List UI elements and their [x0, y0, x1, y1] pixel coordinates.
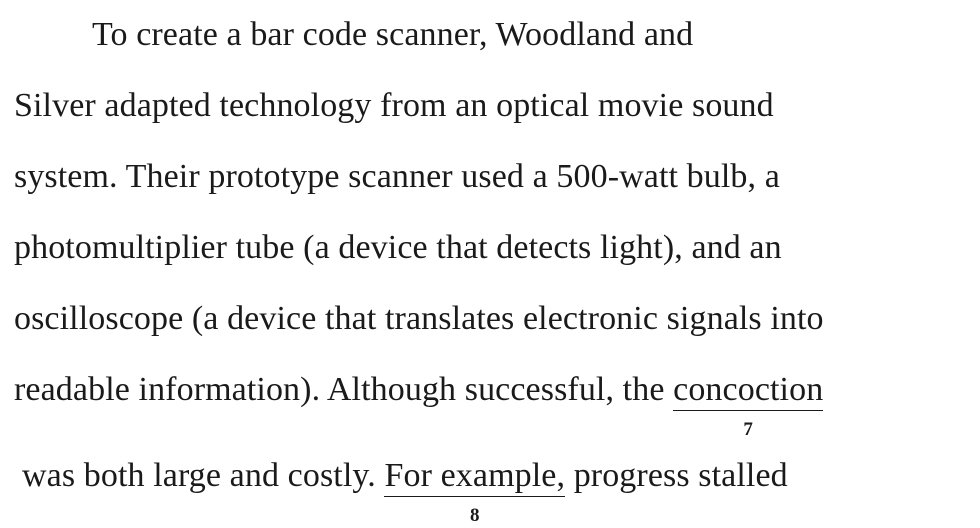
- passage-text: photomultiplier tube (a device that dete…: [14, 229, 782, 266]
- underlined-phrase-text: For example,: [384, 458, 566, 497]
- passage-line-2: Silver adapted technology from an optica…: [14, 86, 774, 126]
- passage-text: Silver adapted technology from an optica…: [14, 87, 774, 124]
- underlined-phrase-7[interactable]: concoction 7: [673, 370, 824, 440]
- passage-line-4: photomultiplier tube (a device that dete…: [14, 228, 782, 268]
- passage-line-3: system. Their prototype scanner used a 5…: [14, 157, 780, 197]
- passage-text: was both large and costly.: [22, 457, 376, 494]
- passage-text: readable information). Although successf…: [14, 371, 665, 408]
- passage-text: progress stalled: [573, 457, 788, 494]
- question-number-7: 7: [743, 419, 754, 440]
- passage-text: system. Their prototype scanner used a 5…: [14, 158, 780, 195]
- passage-line-7: was both large and costly. For example, …: [22, 456, 788, 526]
- question-number-8: 8: [469, 505, 480, 526]
- passage-text: To create a bar code scanner, Woodland a…: [92, 16, 694, 53]
- passage-text: oscilloscope (a device that translates e…: [14, 300, 824, 337]
- passage-line-6: readable information). Although successf…: [14, 370, 824, 440]
- underlined-phrase-8[interactable]: For example, 8: [384, 456, 566, 526]
- passage-line-5: oscilloscope (a device that translates e…: [14, 299, 824, 339]
- underlined-phrase-text: concoction: [673, 372, 824, 411]
- passage-line-1: To create a bar code scanner, Woodland a…: [92, 15, 693, 55]
